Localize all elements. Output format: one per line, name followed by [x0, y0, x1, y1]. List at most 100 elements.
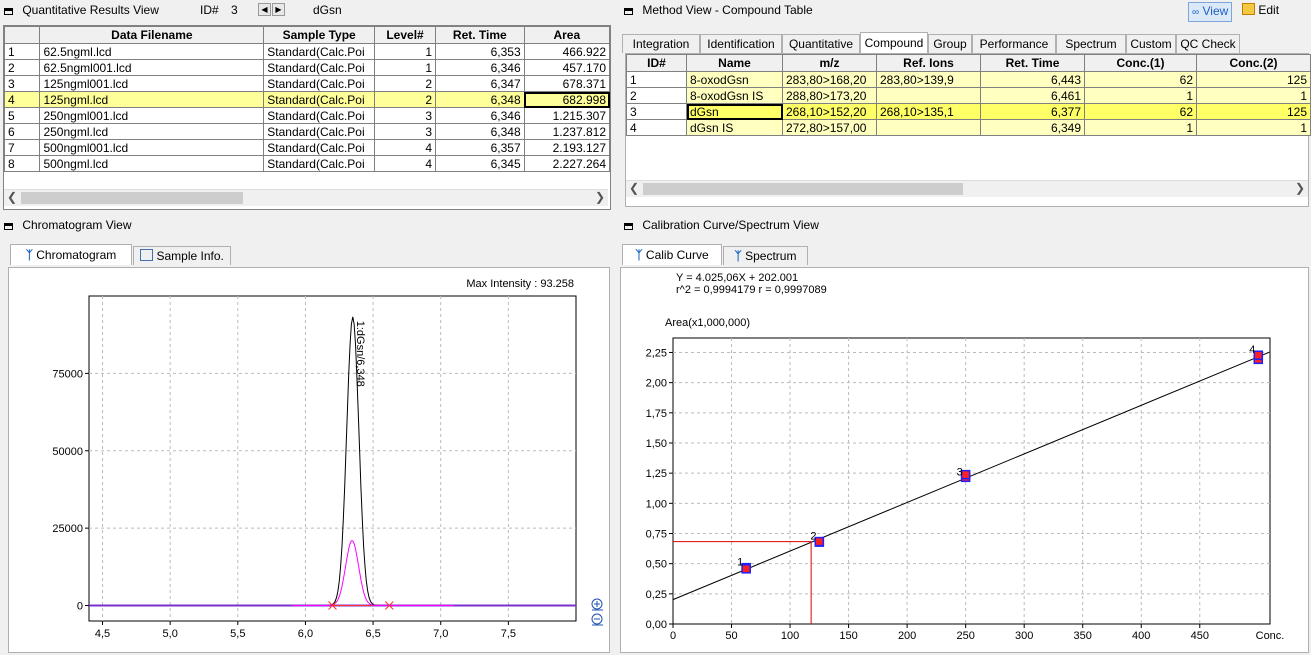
conc2-cell[interactable]: 1	[1196, 119, 1311, 136]
data-filename-cell[interactable]: 500ngml.lcd	[39, 155, 265, 172]
row-number[interactable]: 1	[626, 71, 687, 88]
row-number[interactable]: 8	[4, 155, 41, 172]
area-cell[interactable]: 1.237.812	[523, 123, 610, 140]
row-number[interactable]: 6	[4, 123, 41, 140]
ret-time-cell[interactable]: 6,443	[980, 71, 1085, 88]
ret-time-cell[interactable]: 6,348	[435, 91, 525, 108]
row-number[interactable]: 5	[4, 107, 41, 124]
tab-quantitative[interactable]: Quantitative	[782, 34, 860, 53]
view-button[interactable]: ∞ View	[1188, 2, 1233, 22]
column-header-ret-time[interactable]: Ret. Time	[435, 26, 525, 44]
column-header-sample-type[interactable]: Sample Type	[263, 26, 376, 44]
ret-time-cell[interactable]: 6,346	[435, 107, 525, 124]
name-cell[interactable]: 8-oxodGsn IS	[686, 87, 783, 104]
panel-window-icon[interactable]	[4, 8, 13, 15]
conc1-cell[interactable]: 1	[1084, 119, 1197, 136]
data-filename-cell[interactable]: 250ngml.lcd	[39, 123, 265, 140]
level-cell[interactable]: 1	[374, 43, 436, 60]
sample-type-cell[interactable]: Standard(Calc.Poi	[263, 91, 376, 108]
area-cell[interactable]: 457.170	[523, 59, 610, 76]
data-filename-cell[interactable]: 500ngml001.lcd	[39, 139, 265, 156]
area-cell[interactable]: 678.371	[523, 75, 610, 92]
sample-type-cell[interactable]: Standard(Calc.Poi	[263, 107, 376, 124]
tab-sample-info[interactable]: Sample Info.	[133, 246, 231, 265]
column-header-conc1[interactable]: Conc.(1)	[1084, 54, 1197, 72]
tab-integration[interactable]: Integration	[622, 34, 700, 53]
data-filename-cell[interactable]: 62.5ngml.lcd	[39, 43, 265, 60]
area-cell[interactable]: 1.215.307	[523, 107, 610, 124]
table-row[interactable]: 4 125ngml.lcd Standard(Calc.Poi 2 6,348 682.9…	[4, 91, 610, 108]
next-id-button[interactable]: ▶	[272, 3, 285, 16]
row-number[interactable]: 4	[4, 91, 41, 108]
row-number[interactable]: 2	[626, 87, 687, 104]
mz-cell[interactable]: 283,80>168,20	[782, 71, 877, 88]
name-cell[interactable]: 8-oxodGsn	[686, 71, 783, 88]
prev-id-button[interactable]: ◀	[258, 3, 271, 16]
ret-time-cell[interactable]: 6,377	[980, 103, 1085, 120]
area-cell[interactable]: 682.998	[523, 91, 610, 108]
tab-identification[interactable]: Identification	[700, 34, 782, 53]
column-header-data-filename[interactable]: Data Filename	[39, 26, 265, 44]
table-row[interactable]: 1 8-oxodGsn 283,80>168,20 283,80>139,9 6,443…	[626, 71, 1311, 88]
table-row[interactable]: 7 500ngml001.lcd Standard(Calc.Poi 4 6,357 2.…	[4, 139, 610, 156]
chromatogram-chart[interactable]: Max Intensity : 93.258 4,5 5,0 5,5 6,0 6,5 7,0…	[9, 268, 609, 652]
conc2-cell[interactable]: 125	[1196, 71, 1311, 88]
panel-window-icon[interactable]	[624, 223, 633, 230]
sample-type-cell[interactable]: Standard(Calc.Poi	[263, 123, 376, 140]
table-row[interactable]: 2 8-oxodGsn IS 288,80>173,20 6,461 1 1	[626, 87, 1311, 104]
data-filename-cell[interactable]: 250ngml001.lcd	[39, 107, 265, 124]
table-row[interactable]: 4 dGsn IS 272,80>157,00 6,349 1 1	[626, 119, 1311, 136]
table-row[interactable]: 2 62.5ngml001.lcd Standard(Calc.Poi 1 6,346 4…	[4, 59, 610, 76]
row-number[interactable]: 3	[4, 75, 41, 92]
conc1-cell[interactable]: 62	[1084, 103, 1197, 120]
ret-time-cell[interactable]: 6,461	[980, 87, 1085, 104]
row-number[interactable]: 3	[626, 103, 687, 120]
zoom-in-icon[interactable]	[591, 598, 603, 611]
level-cell[interactable]: 1	[374, 59, 436, 76]
mz-cell[interactable]: 272,80>157,00	[782, 119, 877, 136]
conc2-cell[interactable]: 1	[1196, 87, 1311, 104]
level-cell[interactable]: 3	[374, 107, 436, 124]
column-header-mz[interactable]: m/z	[782, 54, 877, 72]
table-row[interactable]: 5 250ngml001.lcd Standard(Calc.Poi 3 6,346 1.…	[4, 107, 610, 124]
scroll-right-arrow-icon[interactable]: ❯	[594, 190, 606, 204]
data-filename-cell[interactable]: 125ngml001.lcd	[39, 75, 265, 92]
level-cell[interactable]: 2	[374, 91, 436, 108]
column-header-ret-time[interactable]: Ret. Time	[980, 54, 1085, 72]
column-header-area[interactable]: Area	[523, 26, 610, 44]
panel-window-icon[interactable]	[4, 223, 13, 230]
ref-ions-cell[interactable]	[876, 119, 981, 136]
conc2-cell[interactable]: 125	[1196, 103, 1311, 120]
ret-time-cell[interactable]: 6,349	[980, 119, 1085, 136]
level-cell[interactable]: 4	[374, 139, 436, 156]
scroll-thumb[interactable]	[21, 192, 243, 204]
tab-spectrum[interactable]: ᛉ Spectrum	[723, 246, 808, 265]
ret-time-cell[interactable]: 6,357	[435, 139, 525, 156]
conc1-cell[interactable]: 62	[1084, 71, 1197, 88]
data-filename-cell[interactable]: 125ngml.lcd	[39, 91, 265, 108]
row-number[interactable]: 2	[4, 59, 41, 76]
edit-button[interactable]: Edit	[1240, 2, 1281, 20]
ref-ions-cell[interactable]: 268,10>135,1	[876, 103, 981, 120]
scroll-right-arrow-icon[interactable]: ❯	[1294, 181, 1306, 195]
tab-performance[interactable]: Performance	[972, 34, 1056, 53]
tab-calib-curve[interactable]: ᛉ Calib Curve	[622, 244, 722, 265]
tab-compound[interactable]: Compound	[860, 32, 928, 53]
area-cell[interactable]: 2.227.264	[523, 155, 610, 172]
mz-cell[interactable]: 268,10>152,20	[782, 103, 877, 120]
panel-window-icon[interactable]	[624, 8, 633, 15]
sample-type-cell[interactable]: Standard(Calc.Poi	[263, 59, 376, 76]
row-number[interactable]: 4	[626, 119, 687, 136]
level-cell[interactable]: 3	[374, 123, 436, 140]
ref-ions-cell[interactable]	[876, 87, 981, 104]
column-header-name[interactable]: Name	[686, 54, 783, 72]
name-cell[interactable]: dGsn IS	[686, 119, 783, 136]
zoom-out-icon[interactable]	[591, 613, 603, 626]
data-filename-cell[interactable]: 62.5ngml001.lcd	[39, 59, 265, 76]
column-header-conc2[interactable]: Conc.(2)	[1196, 54, 1311, 72]
conc1-cell[interactable]: 1	[1084, 87, 1197, 104]
table-row[interactable]: 1 62.5ngml.lcd Standard(Calc.Poi 1 6,353 466.…	[4, 43, 610, 60]
sample-type-cell[interactable]: Standard(Calc.Poi	[263, 43, 376, 60]
compound-horizontal-scrollbar[interactable]: ❮ ❯	[626, 180, 1308, 197]
